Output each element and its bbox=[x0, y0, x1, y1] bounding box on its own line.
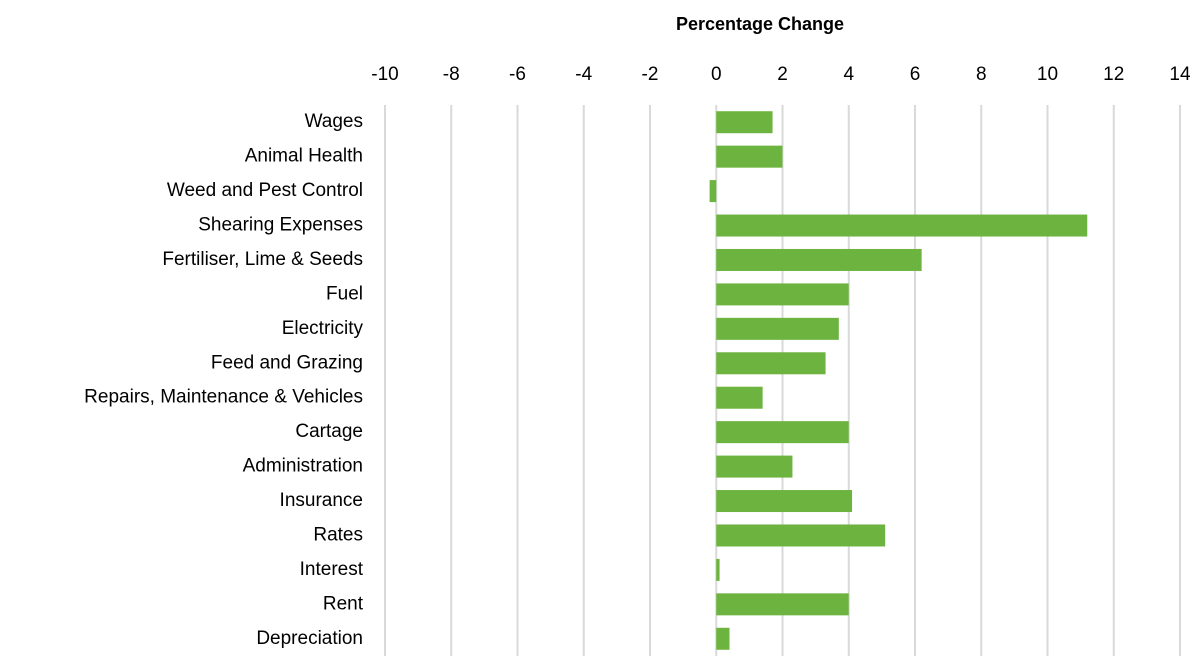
axis-title: Percentage Change bbox=[676, 14, 844, 34]
x-tick-label: 12 bbox=[1103, 64, 1124, 85]
y-tick-label: Repairs, Maintenance & Vehicles bbox=[84, 387, 363, 408]
y-tick-label: Wages bbox=[305, 111, 363, 132]
bar bbox=[716, 490, 853, 513]
bar bbox=[716, 248, 922, 271]
x-tick-label: 0 bbox=[711, 64, 722, 85]
y-tick-label: Shearing Expenses bbox=[198, 215, 363, 236]
y-tick-label: Weed and Pest Control bbox=[167, 180, 363, 201]
x-tick-label: 14 bbox=[1169, 64, 1191, 85]
bar bbox=[716, 524, 886, 547]
y-tick-label: Fuel bbox=[326, 283, 363, 304]
bar bbox=[716, 593, 849, 616]
bar bbox=[716, 214, 1088, 237]
bar bbox=[716, 558, 720, 581]
x-tick-label: 2 bbox=[777, 64, 788, 85]
bar bbox=[716, 421, 849, 444]
y-tick-label: Administration bbox=[243, 456, 363, 477]
x-tick-label: -10 bbox=[371, 64, 398, 85]
x-tick-label: -6 bbox=[509, 64, 526, 85]
y-tick-label: Rates bbox=[313, 524, 363, 545]
x-tick-label: -2 bbox=[642, 64, 659, 85]
bar bbox=[716, 352, 826, 375]
x-tick-label: -8 bbox=[443, 64, 460, 85]
bar bbox=[709, 180, 717, 203]
bar bbox=[716, 317, 839, 340]
x-tick-label: -4 bbox=[575, 64, 592, 85]
y-tick-label: Cartage bbox=[295, 421, 363, 442]
bar bbox=[716, 145, 783, 168]
bar bbox=[716, 386, 763, 409]
bar bbox=[716, 283, 849, 306]
bar bbox=[716, 455, 793, 478]
x-tick-label: 8 bbox=[976, 64, 987, 85]
bar bbox=[716, 627, 730, 650]
y-tick-label: Fertiliser, Lime & Seeds bbox=[162, 249, 363, 270]
x-tick-label: 6 bbox=[910, 64, 921, 85]
y-tick-label: Insurance bbox=[280, 490, 363, 511]
y-tick-label: Interest bbox=[300, 559, 364, 580]
y-tick-label: Electricity bbox=[282, 318, 364, 339]
y-tick-label: Depreciation bbox=[256, 628, 363, 649]
y-tick-label: Rent bbox=[323, 593, 364, 614]
bar bbox=[716, 111, 773, 134]
x-tick-label: 10 bbox=[1037, 64, 1058, 85]
y-tick-label: Feed and Grazing bbox=[211, 352, 363, 373]
y-tick-label: Animal Health bbox=[245, 146, 363, 167]
x-tick-label: 4 bbox=[843, 64, 854, 85]
